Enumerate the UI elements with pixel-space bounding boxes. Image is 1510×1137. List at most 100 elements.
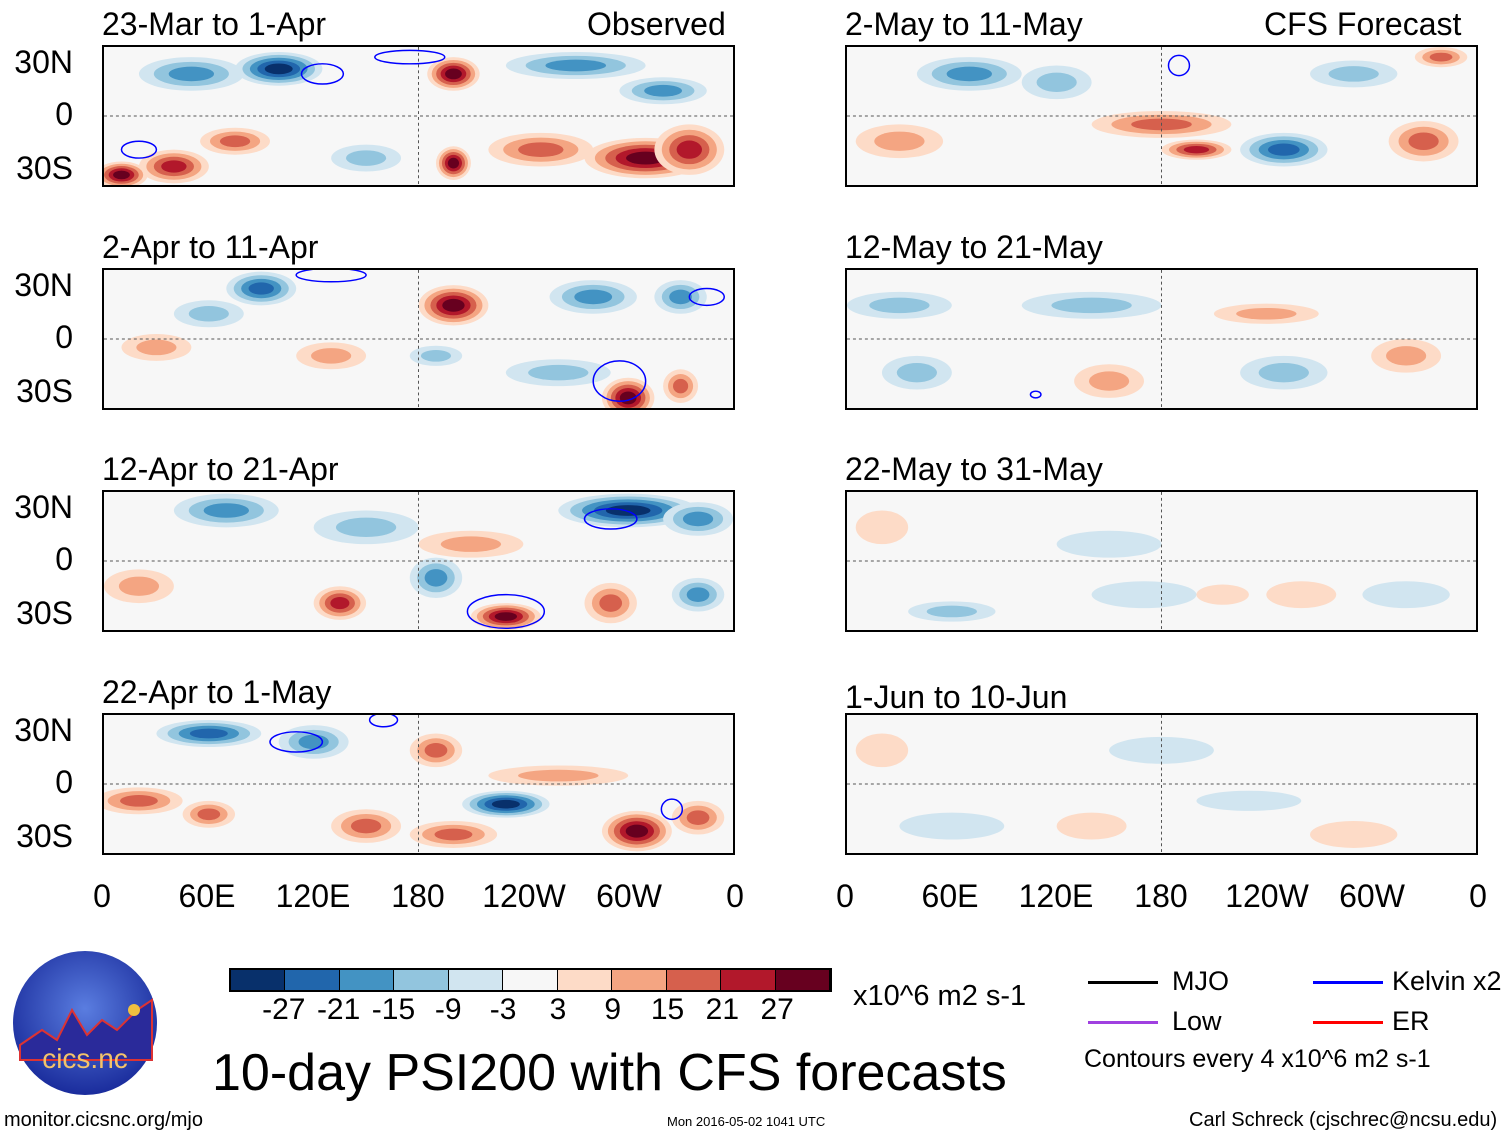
- positive-anomaly: [1310, 821, 1398, 848]
- y-tick: 30N: [14, 267, 73, 303]
- colorbar-label: -27: [262, 993, 306, 1026]
- positive-anomaly: [518, 142, 564, 157]
- kelvin-legend-line: [1313, 981, 1383, 984]
- positive-anomaly: [1429, 52, 1453, 62]
- colorbar-swatch: [394, 970, 449, 990]
- legend-kelvin: Kelvin x2: [1392, 966, 1502, 996]
- positive-anomaly: [1408, 132, 1439, 150]
- contour-note: Contours every 4 x10^6 m2 s-1: [1084, 1045, 1431, 1073]
- kelvin-contour: [368, 715, 399, 728]
- footer-url[interactable]: monitor.cicsnc.org/mjo: [4, 1109, 203, 1131]
- y-tick: 30N: [14, 44, 73, 80]
- legend-mjo: MJO: [1172, 966, 1229, 996]
- positive-anomaly: [442, 298, 465, 312]
- positive-anomaly: [330, 596, 350, 610]
- colorbar-label: 3: [549, 993, 567, 1026]
- x-tick: 0: [726, 878, 744, 914]
- positive-anomaly: [1196, 584, 1249, 605]
- negative-anomaly: [264, 63, 293, 75]
- colorbar-label: 27: [760, 993, 794, 1026]
- kelvin-contour: [660, 798, 684, 821]
- x-tick: 0: [93, 878, 111, 914]
- positive-anomaly: [311, 348, 352, 364]
- panel-title: 2-May to 11-May: [845, 6, 1083, 42]
- y-tick: 30N: [14, 712, 73, 748]
- negative-anomaly: [420, 350, 452, 362]
- positive-anomaly: [445, 68, 462, 80]
- negative-anomaly: [926, 605, 977, 618]
- negative-anomaly: [298, 734, 329, 750]
- colorbar-swatch: [448, 970, 504, 990]
- negative-anomaly: [1267, 143, 1300, 156]
- negative-anomaly: [869, 297, 930, 314]
- kelvin-contour: [269, 731, 324, 753]
- colorbar-swatch: [231, 970, 286, 990]
- kelvin-contour: [688, 287, 726, 307]
- negative-anomaly: [644, 84, 683, 97]
- panel-title: 1-Jun to 10-Jun: [845, 679, 1068, 715]
- svg-text:cics.nc: cics.nc: [42, 1043, 128, 1074]
- panel-title: 12-May to 21-May: [845, 229, 1103, 265]
- negative-anomaly: [168, 66, 215, 82]
- y-tick: 0: [55, 541, 73, 577]
- colorbar-swatch: [285, 970, 340, 990]
- positive-anomaly: [686, 810, 710, 825]
- positive-anomaly: [424, 743, 448, 758]
- positive-anomaly: [1056, 812, 1127, 840]
- map-panel: [102, 268, 735, 410]
- positive-anomaly: [136, 339, 177, 356]
- kelvin-contour: [583, 508, 638, 530]
- negative-anomaly: [528, 364, 589, 381]
- kelvin-contour: [295, 270, 367, 283]
- colorbar-swatch: [666, 970, 722, 990]
- positive-anomaly: [625, 824, 649, 838]
- colorbar: [229, 968, 832, 992]
- x-tick: 60W: [1339, 878, 1405, 914]
- x-tick: 0: [1469, 878, 1487, 914]
- map-panel: [845, 490, 1478, 632]
- observed-label: Observed: [587, 6, 726, 42]
- positive-anomaly: [219, 135, 251, 148]
- colorbar-swatch: [612, 970, 667, 990]
- positive-anomaly: [855, 510, 909, 545]
- positive-anomaly: [855, 733, 909, 768]
- cfs-forecast-label: CFS Forecast: [1264, 6, 1462, 42]
- positive-anomaly: [118, 576, 160, 596]
- positive-anomaly: [676, 140, 702, 159]
- colorbar-label: -9: [434, 993, 462, 1026]
- colorbar-label: 15: [650, 993, 685, 1026]
- kelvin-contour: [374, 49, 446, 65]
- x-tick: 120W: [1225, 878, 1309, 914]
- colorbar-swatch: [503, 970, 558, 990]
- negative-anomaly: [203, 503, 250, 518]
- positive-anomaly: [197, 808, 221, 821]
- footer-author: Carl Schreck (cjschrec@ncsu.edu): [1189, 1109, 1498, 1131]
- x-tick: 120E: [275, 878, 351, 914]
- positive-anomaly: [434, 828, 473, 841]
- positive-anomaly: [447, 157, 460, 169]
- negative-anomaly: [605, 505, 651, 516]
- y-tick: 0: [55, 319, 73, 355]
- positive-anomaly: [518, 769, 599, 782]
- positive-anomaly: [874, 131, 925, 151]
- negative-anomaly: [491, 799, 520, 809]
- footer-timestamp: Mon 2016-05-02 1041 UTC: [667, 1114, 826, 1129]
- map-panel: [845, 268, 1478, 410]
- y-tick: 30S: [16, 595, 73, 631]
- map-panel: [845, 45, 1478, 187]
- x-tick: 60E: [178, 878, 236, 914]
- negative-anomaly: [545, 59, 607, 72]
- er-legend-line: [1313, 1021, 1383, 1024]
- units-label: x10^6 m2 s-1: [853, 980, 1027, 1012]
- negative-anomaly: [1196, 790, 1302, 811]
- negative-anomaly: [1036, 72, 1077, 93]
- low-legend-line: [1088, 1021, 1158, 1024]
- y-tick: 0: [55, 96, 73, 132]
- positive-anomaly: [120, 794, 158, 807]
- negative-anomaly: [189, 728, 228, 739]
- colorbar-label: 9: [604, 993, 622, 1026]
- colorbar-swatch: [775, 970, 830, 990]
- positive-anomaly: [350, 818, 382, 834]
- positive-anomaly: [161, 160, 187, 173]
- kelvin-contour: [466, 593, 546, 630]
